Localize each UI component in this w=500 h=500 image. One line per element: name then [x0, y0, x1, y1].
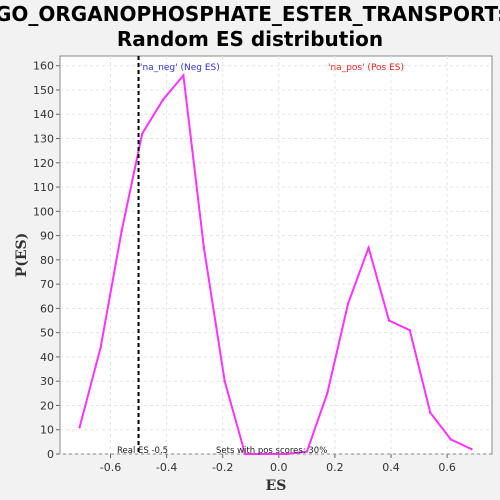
- y-axis-label: P(ES): [14, 233, 30, 278]
- data-point: [409, 329, 411, 331]
- x-tick-label: -0.2: [212, 461, 233, 474]
- y-tick-label: 70: [40, 278, 54, 291]
- chart-title-line2: Random ES distribution: [117, 27, 383, 51]
- x-axis-label: ES: [266, 478, 287, 494]
- data-point: [429, 412, 431, 414]
- y-tick-label: 120: [33, 157, 54, 170]
- x-tick-label: -0.6: [100, 461, 121, 474]
- x-tick-label: 0.0: [270, 461, 288, 474]
- chart-title-line1: GO_ORGANOPHOSPHATE_ESTER_TRANSPORT:: [0, 2, 500, 26]
- x-axis-ticks: -0.6 -0.4 -0.2 0.0 0.2 0.4 0.6: [100, 454, 456, 474]
- data-point: [162, 98, 164, 100]
- data-point: [326, 392, 328, 394]
- data-point: [182, 74, 184, 76]
- x-tick-label: -0.4: [156, 461, 177, 474]
- plot-area: [60, 56, 492, 454]
- data-point: [78, 426, 80, 428]
- y-axis-ticks: 0 10 20 30 40 50 60 70 80 90 100 110 120 130 140 150 160: [33, 60, 60, 461]
- legend-pos: 'na_pos' (Pos ES): [328, 63, 404, 73]
- y-tick-label: 60: [40, 302, 54, 315]
- legend-neg: 'na_neg' (Neg ES): [140, 63, 220, 73]
- data-point: [121, 230, 123, 232]
- y-tick-label: 10: [40, 424, 54, 437]
- y-tick-label: 30: [40, 375, 54, 388]
- x-tick-label: 0.6: [438, 461, 456, 474]
- y-tick-label: 110: [33, 181, 54, 194]
- y-tick-label: 140: [33, 108, 54, 121]
- y-tick-label: 160: [33, 60, 54, 73]
- y-tick-label: 100: [33, 205, 54, 218]
- y-tick-label: 20: [40, 399, 54, 412]
- data-point: [99, 346, 101, 348]
- y-tick-label: 150: [33, 84, 54, 97]
- y-tick-label: 80: [40, 254, 54, 267]
- real-es-annotation: Real ES -0.5: [117, 446, 168, 456]
- data-point: [347, 302, 349, 304]
- data-point: [141, 132, 143, 134]
- y-tick-label: 50: [40, 327, 54, 340]
- data-point: [223, 380, 225, 382]
- data-point: [450, 438, 452, 440]
- data-point: [203, 247, 205, 249]
- x-tick-label: 0.2: [326, 461, 344, 474]
- y-tick-label: 40: [40, 351, 54, 364]
- data-point: [470, 448, 472, 450]
- x-tick-label: 0.4: [382, 461, 400, 474]
- y-tick-label: 0: [47, 448, 54, 461]
- data-point: [367, 247, 369, 249]
- pos-scores-annotation: Sets with pos scores: 30%: [216, 446, 327, 456]
- y-tick-label: 90: [40, 230, 54, 243]
- y-tick-label: 130: [33, 133, 54, 146]
- data-point: [388, 319, 390, 321]
